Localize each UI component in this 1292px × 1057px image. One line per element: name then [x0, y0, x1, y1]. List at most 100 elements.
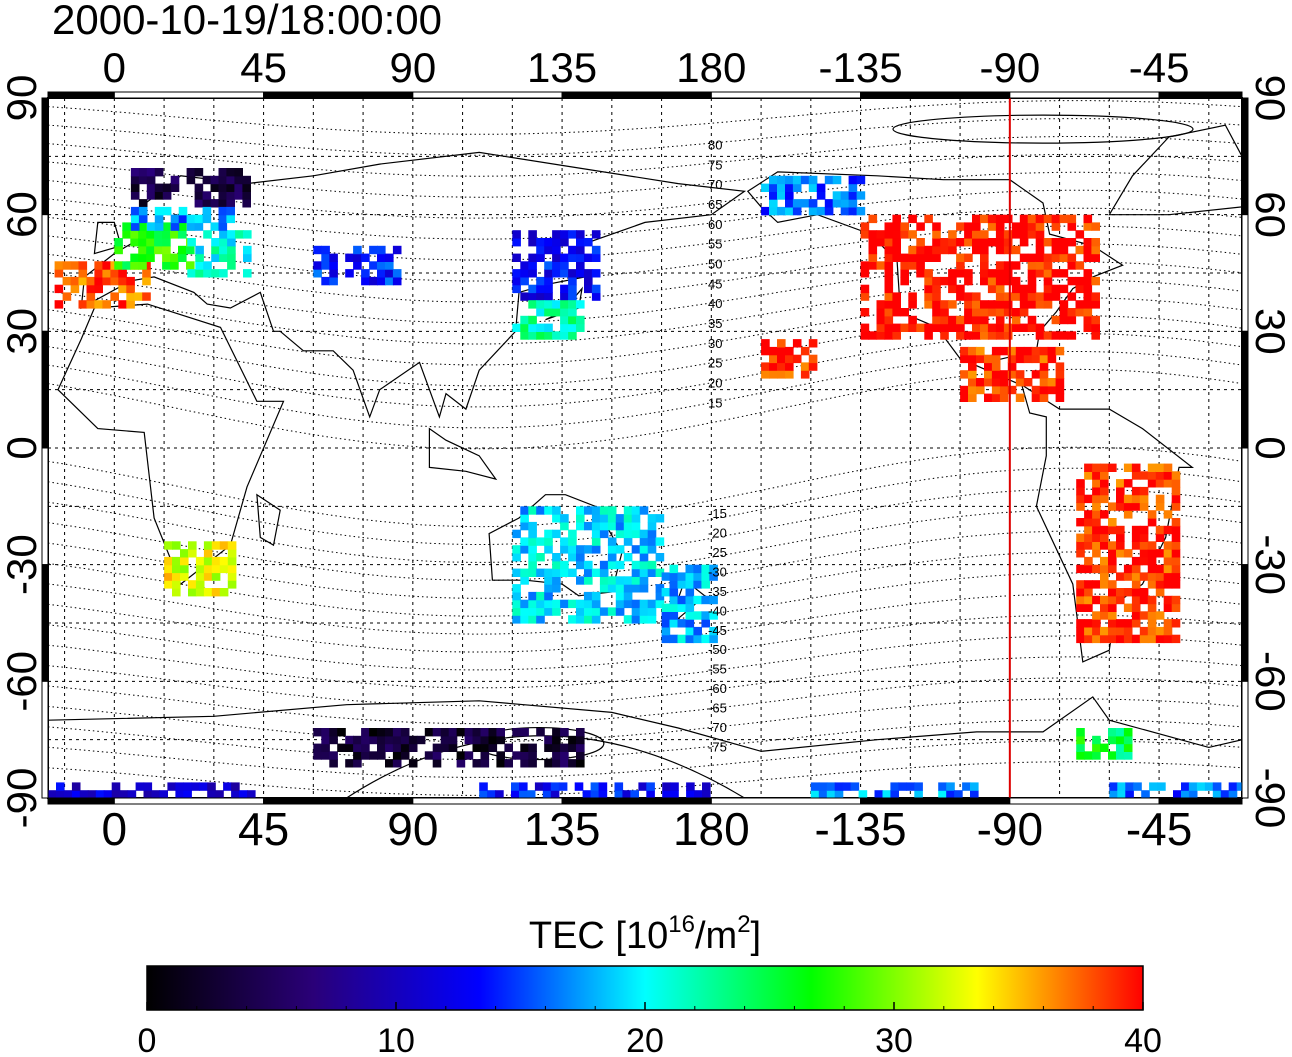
- tec-cell: [94, 284, 103, 294]
- tec-cell: [552, 584, 561, 593]
- tec-cell: [1059, 315, 1069, 325]
- tec-cell: [984, 393, 993, 402]
- tec-cell: [685, 626, 695, 636]
- tec-cell: [615, 521, 625, 531]
- tec-cell: [361, 743, 370, 752]
- tec-cell: [1116, 595, 1125, 605]
- tec-cell: [848, 175, 858, 185]
- tec-cell: [544, 545, 553, 554]
- tec-cell: [456, 759, 466, 768]
- contour-label: 35: [708, 316, 722, 331]
- tec-cell: [496, 751, 505, 760]
- longitude-tick-label: 135: [527, 44, 597, 91]
- tec-cell: [1155, 479, 1165, 488]
- colorbar-tick-label: 0: [138, 1022, 157, 1057]
- tec-cell: [242, 199, 251, 208]
- tec-cell: [1011, 222, 1021, 231]
- tec-cell: [86, 276, 96, 286]
- tec-cell: [1035, 214, 1045, 224]
- tec-cell: [544, 292, 553, 301]
- tec-cell: [1147, 626, 1157, 636]
- tec-cell: [218, 214, 228, 224]
- tec-cell: [1067, 315, 1077, 325]
- tec-cell: [178, 222, 187, 231]
- tec-cell: [639, 584, 649, 593]
- tec-cell: [142, 292, 151, 301]
- tec-cell: [1163, 634, 1173, 644]
- tec-cell: [1015, 354, 1025, 364]
- tec-cell: [591, 529, 601, 539]
- tec-cell: [1003, 276, 1013, 286]
- tec-cell: [528, 253, 537, 262]
- tec-cell: [560, 300, 569, 309]
- tec-cell: [968, 354, 977, 364]
- frame-bar-top: [860, 91, 1011, 99]
- tec-cell: [693, 572, 702, 581]
- tec-cell: [584, 253, 593, 262]
- tec-cell: [512, 238, 521, 247]
- tec-cell: [1076, 502, 1085, 511]
- tec-cell: [321, 253, 330, 262]
- tec-cell: [118, 276, 127, 286]
- tec-cell: [552, 245, 561, 255]
- contour-label: 20: [708, 375, 722, 390]
- tec-cell: [1139, 549, 1149, 558]
- tec-cell: [984, 378, 993, 387]
- tec-cell: [1076, 751, 1085, 760]
- tec-cell: [968, 346, 977, 356]
- tec-cell: [226, 183, 235, 192]
- tec-cell: [639, 545, 649, 554]
- tec-cell: [329, 728, 338, 737]
- tec-cell: [900, 269, 909, 278]
- tec-cell: [1139, 595, 1149, 605]
- tec-cell: [511, 782, 520, 791]
- tec-cell: [1051, 238, 1061, 247]
- tec-cell: [777, 339, 786, 348]
- tec-cell: [448, 743, 458, 752]
- tec-cell: [1171, 502, 1181, 511]
- tec-cell: [1131, 463, 1141, 472]
- tec-cell: [1092, 611, 1101, 620]
- tec-cell: [1155, 572, 1165, 581]
- tec-cell: [924, 300, 933, 309]
- tec-cell: [972, 245, 981, 255]
- tec-cell: [243, 245, 252, 255]
- tec-cell: [329, 253, 338, 262]
- tec-cell: [892, 253, 901, 262]
- tec-cell: [227, 580, 237, 589]
- tec-cell: [761, 370, 770, 379]
- tec-cell: [243, 253, 252, 262]
- tec-cell: [48, 790, 57, 798]
- tec-cell: [916, 238, 925, 247]
- tec-cell: [1039, 354, 1049, 364]
- tec-cell: [194, 183, 204, 192]
- tec-cell: [142, 269, 151, 278]
- tec-cell: [995, 222, 1005, 231]
- tec-cell: [187, 269, 196, 278]
- tec-cell: [1043, 276, 1053, 286]
- tec-cell: [385, 735, 394, 745]
- tec-cell: [321, 276, 330, 286]
- tec-cell: [615, 576, 625, 585]
- tec-cell: [868, 238, 878, 247]
- tec-cell: [980, 214, 989, 224]
- tec-cell: [194, 191, 204, 200]
- tec-cell: [948, 276, 957, 286]
- tec-cell: [1031, 393, 1041, 402]
- tec-cell: [1091, 238, 1100, 247]
- tec-cell: [1117, 790, 1126, 798]
- tec-cell: [1007, 346, 1017, 356]
- tec-cell: [377, 276, 386, 286]
- tec-cell: [560, 308, 569, 317]
- tec-cell: [701, 564, 710, 574]
- tec-cell: [496, 735, 505, 745]
- tec-cell: [568, 743, 577, 752]
- tec-cell: [544, 576, 553, 585]
- tec-cell: [226, 199, 235, 208]
- tec-cell: [1019, 284, 1029, 294]
- tec-cell: [227, 238, 236, 247]
- tec-cell: [211, 572, 221, 581]
- tec-cell: [1163, 603, 1173, 612]
- tec-cell: [472, 743, 482, 752]
